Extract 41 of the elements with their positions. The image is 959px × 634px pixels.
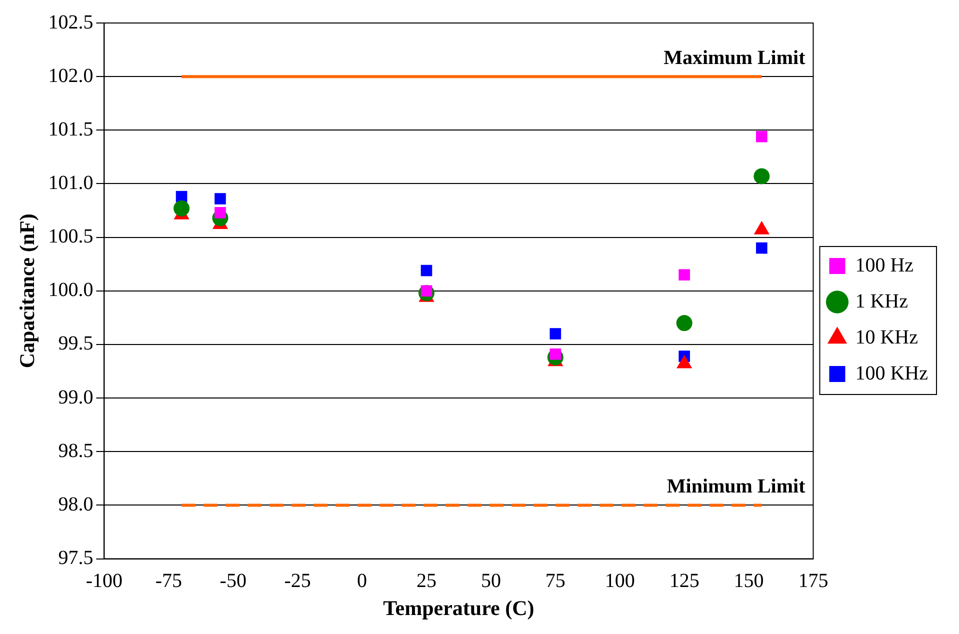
legend-label: 100 KHz: [855, 362, 928, 384]
y-tick-label: 98.5: [58, 440, 94, 462]
y-tick-label: 101.0: [48, 172, 94, 194]
x-tick-label: 0: [357, 570, 368, 592]
y-tick-label: 102.0: [48, 64, 94, 87]
x-tick-label: 100: [604, 570, 635, 592]
point: [756, 130, 768, 142]
y-tick-label: 98.0: [58, 493, 94, 516]
legend-label: 10 KHz: [855, 326, 918, 348]
x-tick-label: 50: [480, 570, 501, 592]
x-tick-label: 150: [734, 570, 764, 592]
x-tick-label: -75: [155, 570, 182, 592]
y-axis-title: Capacitance (nF): [15, 214, 40, 368]
x-tick-label: -50: [220, 570, 246, 592]
y-tick-label: 101.5: [48, 118, 94, 140]
point: [214, 193, 226, 204]
y-tick-label: 100.5: [48, 226, 94, 248]
legend-label: 100 Hz: [855, 254, 914, 276]
x-tick-label: -100: [86, 570, 123, 592]
point: [420, 264, 432, 276]
point: [754, 168, 770, 184]
x-tick-label: 25: [416, 570, 436, 592]
x-tick-label: 75: [545, 570, 566, 592]
x-tick-label: 175: [798, 570, 828, 592]
y-tick-label: 99.5: [58, 332, 94, 355]
x-tick-label: 125: [669, 570, 700, 592]
x-tick-label: -25: [284, 570, 311, 592]
ref-line-label: Minimum Limit: [666, 475, 806, 498]
ref-line-label: Maximum Limit: [664, 46, 806, 69]
legend-label: 1 KHz: [855, 290, 908, 312]
y-tick-label: 99.0: [58, 386, 94, 408]
point: [678, 269, 690, 280]
point: [214, 207, 226, 218]
point: [756, 242, 768, 254]
point: [550, 328, 562, 340]
x-axis-title: Temperature (C): [383, 596, 534, 620]
y-tick-label: 102.5: [48, 11, 94, 34]
point: [676, 315, 692, 332]
y-tick-label: 100.0: [48, 279, 94, 302]
point: [174, 200, 190, 216]
y-tick-label: 97.5: [58, 547, 94, 570]
